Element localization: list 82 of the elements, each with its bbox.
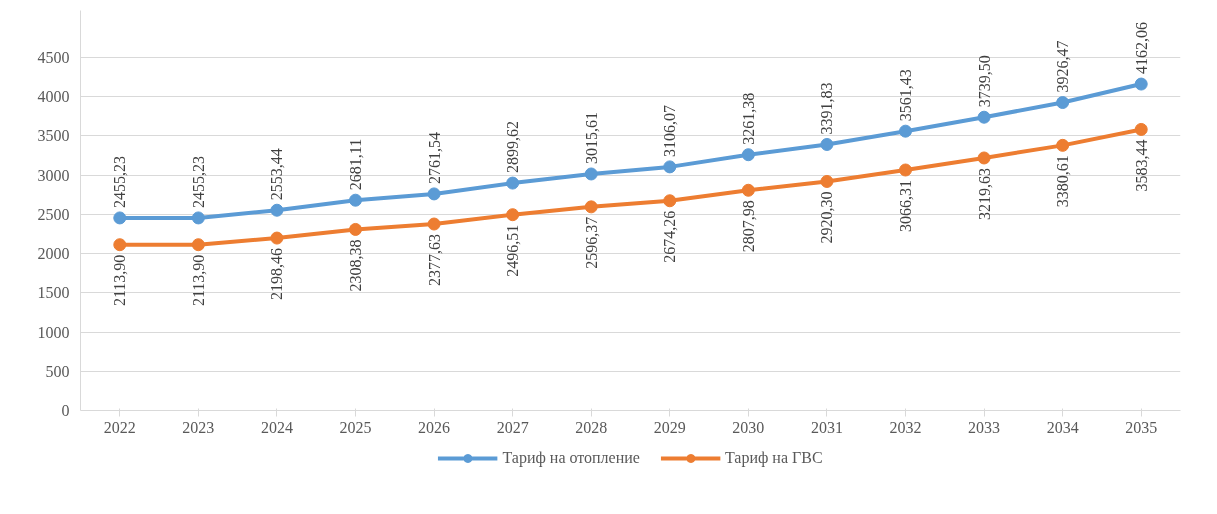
data-label: 2674,26 xyxy=(661,210,679,263)
y-tick-label: 2000 xyxy=(37,245,70,263)
data-label: 4162,06 xyxy=(1132,22,1150,75)
data-label: 2807,98 xyxy=(739,200,757,253)
x-tick-label: 2027 xyxy=(496,418,529,436)
y-tick-label: 4500 xyxy=(37,49,70,67)
point xyxy=(977,151,991,165)
point xyxy=(584,167,598,181)
data-label: 2455,23 xyxy=(189,155,207,208)
data-label: 2899,62 xyxy=(504,121,522,174)
point xyxy=(427,187,441,201)
x-tick-label: 2033 xyxy=(968,418,1001,436)
point xyxy=(820,174,834,188)
x-tick-label: 2035 xyxy=(1125,418,1158,436)
data-label: 2308,38 xyxy=(347,239,364,292)
point xyxy=(820,137,834,151)
x-tick-label: 2034 xyxy=(1046,418,1079,436)
point xyxy=(899,124,912,138)
point xyxy=(584,200,598,214)
point xyxy=(1056,96,1070,110)
x-tick-label: 2028 xyxy=(575,418,608,436)
data-label: 2596,37 xyxy=(582,216,600,269)
y-tick-label: 2500 xyxy=(37,205,70,223)
data-label: 3391,83 xyxy=(818,82,836,135)
y-tick-label: 3500 xyxy=(37,127,70,145)
point xyxy=(977,110,991,124)
data-label: 3219,63 xyxy=(975,167,993,220)
x-tick-label: 2024 xyxy=(260,418,293,436)
data-label: 3066,31 xyxy=(897,180,914,233)
point xyxy=(899,163,912,177)
data-label: 2681,11 xyxy=(347,138,364,191)
x-tick-label: 2032 xyxy=(889,418,922,436)
data-label: 2113,90 xyxy=(189,254,207,307)
x-tick-label: 2025 xyxy=(339,418,372,436)
point xyxy=(191,238,205,252)
point xyxy=(349,222,362,236)
point xyxy=(113,211,127,225)
y-tick-label: 1500 xyxy=(37,284,70,302)
y-tick-label: 500 xyxy=(45,362,70,380)
data-label: 3739,50 xyxy=(975,55,993,108)
point xyxy=(270,203,284,217)
point xyxy=(741,183,755,197)
data-label: 2113,90 xyxy=(111,254,129,307)
data-label: 2377,63 xyxy=(425,234,443,287)
data-label: 3106,07 xyxy=(661,104,679,157)
point xyxy=(1134,122,1148,136)
y-tick-label: 4000 xyxy=(37,88,70,106)
data-label: 3015,61 xyxy=(582,111,600,164)
data-label: 2198,46 xyxy=(268,248,286,301)
data-label: 3926,47 xyxy=(1054,40,1072,93)
data-label: 3380,61 xyxy=(1054,155,1072,208)
data-label: 2496,51 xyxy=(504,224,522,277)
legend-label: Тариф на ГВС xyxy=(724,448,823,467)
point xyxy=(506,208,520,222)
data-label: 3561,43 xyxy=(897,69,914,122)
x-tick-label: 2031 xyxy=(810,418,843,436)
x-tick-label: 2022 xyxy=(103,418,136,436)
x-tick-label: 2029 xyxy=(653,418,686,436)
point xyxy=(191,211,205,225)
legend-label: Тариф на отопление xyxy=(502,448,640,467)
x-tick-label: 2023 xyxy=(182,418,215,436)
y-tick-label: 3000 xyxy=(37,166,70,184)
point xyxy=(663,194,677,208)
point xyxy=(506,176,520,190)
x-tick-label: 2030 xyxy=(732,418,765,436)
point xyxy=(1056,138,1070,152)
x-tick-label: 2026 xyxy=(418,418,451,436)
point xyxy=(663,160,677,174)
data-label: 3583,44 xyxy=(1132,139,1150,192)
data-label: 3261,38 xyxy=(739,92,757,145)
data-label: 2761,54 xyxy=(425,131,443,184)
point xyxy=(270,231,284,245)
point xyxy=(1134,77,1148,91)
y-tick-label: 1000 xyxy=(37,323,70,341)
data-label: 2455,23 xyxy=(111,155,129,208)
point xyxy=(427,217,441,231)
data-label: 2553,44 xyxy=(268,148,286,201)
point xyxy=(349,193,362,207)
y-tick-label: 0 xyxy=(61,402,70,419)
data-label: 2920,30 xyxy=(818,191,836,244)
point xyxy=(113,238,127,252)
point xyxy=(741,148,755,162)
